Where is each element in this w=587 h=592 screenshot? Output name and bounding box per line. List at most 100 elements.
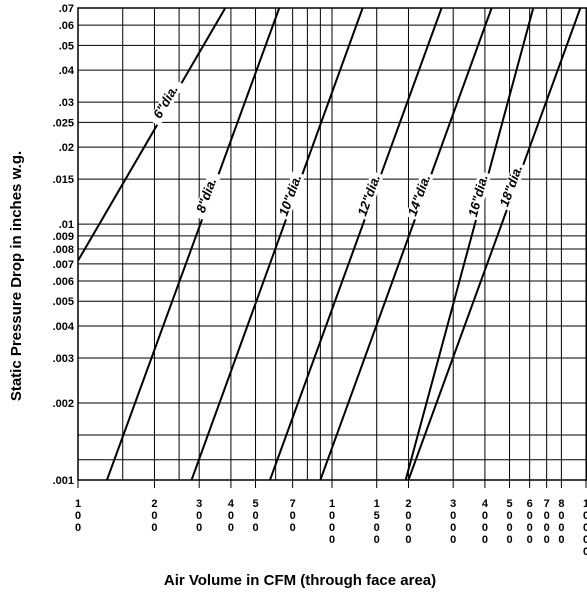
y-tick-label: .001 xyxy=(53,475,74,487)
x-tick-digit: 0 xyxy=(583,534,587,546)
y-tick-label: .009 xyxy=(53,231,74,243)
x-tick-digit: 1 xyxy=(75,498,81,510)
x-tick-label: 300 xyxy=(196,498,202,534)
y-tick-label: .02 xyxy=(59,142,74,154)
x-axis-label: Air Volume in CFM (through face area) xyxy=(164,572,436,589)
x-tick-digit: 0 xyxy=(544,534,550,546)
x-tick-digit: 0 xyxy=(482,522,488,534)
y-tick-label: .005 xyxy=(53,296,74,308)
x-tick-label: 400 xyxy=(228,498,235,534)
x-tick-digit: 0 xyxy=(196,510,202,522)
x-tick-digit: 0 xyxy=(329,510,335,522)
x-tick-digit: 0 xyxy=(252,522,258,534)
x-tick-digit: 0 xyxy=(228,510,234,522)
x-tick-digit: 0 xyxy=(506,510,512,522)
x-tick-digit: 0 xyxy=(506,522,512,534)
x-tick-digit: 0 xyxy=(329,534,335,546)
x-tick-digit: 4 xyxy=(482,498,489,510)
y-tick-label: .002 xyxy=(53,398,74,410)
x-tick-label: 500 xyxy=(252,498,258,534)
y-tick-label: .06 xyxy=(59,20,74,32)
y-tick-label: .003 xyxy=(53,353,74,365)
x-tick-digit: 0 xyxy=(290,510,296,522)
x-tick-digit: 0 xyxy=(583,510,587,522)
x-tick-digit: 3 xyxy=(196,498,202,510)
y-tick-label: .05 xyxy=(59,40,74,52)
x-tick-label: 700 xyxy=(290,498,296,534)
x-tick-label: 100 xyxy=(75,498,81,534)
x-tick-digit: 0 xyxy=(450,510,456,522)
x-tick-digit: 4 xyxy=(228,498,235,510)
series-label-bg xyxy=(497,161,527,211)
x-tick-digit: 0 xyxy=(151,510,157,522)
series-line xyxy=(404,8,535,480)
y-tick-label: .015 xyxy=(53,174,74,186)
x-tick-digit: 2 xyxy=(405,498,411,510)
x-tick-digit: 0 xyxy=(583,546,587,558)
x-tick-digit: 5 xyxy=(506,498,512,510)
x-tick-digit: 0 xyxy=(75,522,81,534)
x-tick-digit: 0 xyxy=(506,534,512,546)
x-tick-digit: 0 xyxy=(196,522,202,534)
series-line xyxy=(190,8,364,480)
series-line xyxy=(106,8,281,480)
y-tick-label: .008 xyxy=(53,244,74,256)
x-tick-digit: 6 xyxy=(527,498,533,510)
series-labels: 6"dia.8"dia. 10"dia. 12"dia. 14"dia. 16"dia.… xyxy=(148,78,527,221)
x-tick-labels: 1002003004005007001000150020003000400050… xyxy=(75,498,587,558)
x-tick-digit: 0 xyxy=(558,510,564,522)
x-tick-digit: 0 xyxy=(374,522,380,534)
x-tick-digit: 8 xyxy=(558,498,564,510)
x-tick-digit: 0 xyxy=(290,522,296,534)
x-tick-label: 200 xyxy=(151,498,157,534)
series-label: 18"dia. xyxy=(496,163,525,209)
series-label-bg xyxy=(466,171,492,221)
series-line xyxy=(319,8,493,480)
y-tick-labels: .07 .06 .05 .04 .03 .025 .02 .015 .01.009.008 .00… xyxy=(53,3,75,487)
x-tick-digit: 0 xyxy=(482,534,488,546)
y-tick-label: .03 xyxy=(59,97,74,109)
x-tick-digit: 0 xyxy=(228,522,234,534)
x-tick-digit: 0 xyxy=(252,510,258,522)
y-tick-label: .07 xyxy=(59,3,74,15)
y-tick-label: .04 xyxy=(59,65,75,77)
series-label-bg xyxy=(192,170,222,221)
series-line xyxy=(78,8,227,262)
x-tick-digit: 0 xyxy=(583,522,587,534)
series-label-bg xyxy=(355,170,384,221)
x-tick-digit: 0 xyxy=(405,534,411,546)
x-tick-digit: 1 xyxy=(329,498,335,510)
y-tick-label: .006 xyxy=(53,276,74,288)
x-tick-digit: 0 xyxy=(482,510,488,522)
series-label: 16"dia. xyxy=(465,173,491,218)
x-tick-digit: 7 xyxy=(544,498,550,510)
x-tick-digit: 0 xyxy=(75,510,81,522)
y-tick-label: .004 xyxy=(53,321,75,333)
x-tick-digit: 0 xyxy=(527,534,533,546)
y-axis-label: Static Pressure Drop in inches w.g. xyxy=(8,151,25,401)
y-tick-label: .007 xyxy=(53,259,74,271)
x-tick-digit: 0 xyxy=(405,510,411,522)
series-label-bg xyxy=(148,78,184,127)
series-label: 8"dia. xyxy=(193,176,219,215)
x-tick-digit: 0 xyxy=(329,522,335,534)
series-line xyxy=(407,8,582,480)
x-tick-digit: 7 xyxy=(290,498,296,510)
x-tick-digit: 1 xyxy=(583,498,587,510)
x-tick-digit: 0 xyxy=(544,522,550,534)
x-tick-digit: 0 xyxy=(151,522,157,534)
y-tick-label: .01 xyxy=(59,219,74,231)
x-tick-digit: 0 xyxy=(527,510,533,522)
x-tick-digit: 2 xyxy=(151,498,157,510)
x-tick-digit: 0 xyxy=(450,522,456,534)
x-tick-digit: 5 xyxy=(374,510,380,522)
